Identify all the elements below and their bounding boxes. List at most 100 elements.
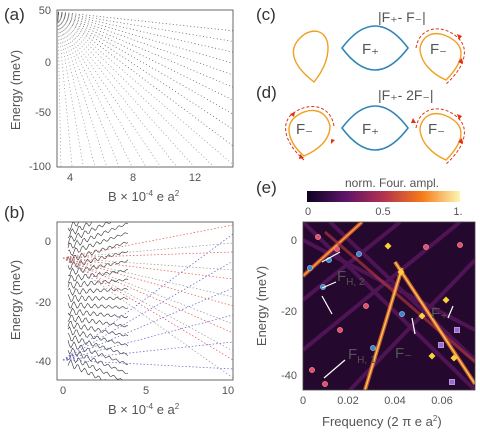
panel-d-orbit-fminus-right [419, 113, 462, 161]
panel-b-ylabel: Energy (meV) [8, 260, 23, 340]
panel-a-xtick: 8 [130, 172, 136, 184]
colorbar-tick: 0.5 [375, 206, 390, 218]
panel-a-level-line [57, 14, 233, 130]
panel-c-dashed-path [415, 28, 465, 85]
panel-b-level-line [67, 232, 129, 257]
panel-b-label: (b) [4, 203, 25, 222]
annot-arrow-fh2b [321, 281, 337, 289]
panel-a-level-line [57, 13, 233, 88]
panel-c-orbit-left [292, 30, 329, 83]
marker-purple-square [454, 327, 460, 333]
panel-a-label: (a) [4, 5, 25, 24]
marker-blue-circle [399, 311, 405, 317]
panel-a-ytick: -100 [29, 161, 51, 173]
panel-b-dotted-line [62, 257, 233, 361]
panel-d-dashed-left [285, 106, 335, 161]
marker-yellow-diamond [450, 354, 458, 362]
panel-b-dotted-line [62, 257, 233, 280]
panel-a-level-line [57, 15, 215, 167]
panel-b-xtick: 5 [143, 385, 149, 397]
annot-arrow-fh2 [321, 251, 341, 263]
panel-b-level-line [67, 222, 84, 232]
panel-d-dashed-right [415, 108, 465, 165]
marker-yellow-diamond [384, 242, 392, 250]
annot-fplus: F₊ [431, 305, 448, 322]
panel-c-title: |F₊- F₋| [378, 9, 426, 25]
colorbar-title: norm. Four. ampl. [345, 176, 439, 190]
panel-b-level-line [67, 222, 112, 245]
panel-b-level-line [67, 359, 107, 380]
marker-yellow-diamond [442, 296, 450, 304]
panel-a-level-line [57, 13, 233, 101]
marker-red-circle [363, 303, 369, 309]
panel-b-xlabel: B × 10-4 e a2 [108, 402, 180, 417]
panel-b-level-line [67, 269, 129, 284]
panel-a-level-line [57, 17, 84, 167]
panel-e-ytick: -20 [281, 306, 297, 318]
panel-a-xtick: 12 [189, 172, 201, 184]
annot-arrow-fh1a [321, 295, 333, 315]
panel-a-ytick: 0 [45, 57, 51, 69]
panel-d-label-fminus-left: F₋ [296, 121, 313, 138]
panel-e-xtick: 0.04 [384, 395, 405, 407]
panel-a-level-line [57, 11, 233, 32]
panel-d-label-fminus-right: F₋ [428, 121, 445, 138]
panel-e-xtick: 0.02 [337, 395, 358, 407]
marker-red-circle [423, 244, 429, 250]
panel-b-frame [56, 221, 234, 381]
marker-blue-circle [370, 345, 376, 351]
marker-blue-circle [356, 251, 362, 257]
panel-b-level-line [67, 307, 129, 319]
panel-a-level-line [57, 15, 178, 167]
panel-b-level-line [67, 287, 129, 296]
panel-a-level-line [57, 11, 233, 42]
panel-e-ytick: 0 [291, 235, 297, 247]
heatmap-markers [307, 234, 463, 387]
panel-a-xlabel: B × 10-4 e a2 [108, 189, 180, 204]
annot-arrow-fminus [411, 317, 416, 335]
annot-arrow-fplus [447, 305, 454, 319]
panel-a-level-line [57, 17, 96, 167]
heatmap-streaks [303, 222, 475, 390]
panel-b-ytick: -40 [35, 356, 51, 368]
panel-d-arrow-icon [299, 154, 304, 159]
panel-c-orbit-fplus [340, 25, 410, 71]
panel-b-dotted-line [62, 314, 233, 361]
marker-purple-square [438, 342, 444, 348]
panel-e-xlabel: Frequency (2 π e a2) [322, 414, 442, 429]
panel-b-level-line [67, 278, 129, 289]
panel-e-label: (e) [256, 178, 277, 197]
marker-red-circle [457, 242, 463, 248]
panel-a-level-line [57, 14, 233, 147]
panel-d-arrow-icon [331, 139, 335, 144]
panel-b-dotted-line [62, 257, 233, 325]
panel-a-level-line [57, 18, 73, 167]
panel-b-dotted-line [62, 257, 233, 307]
marker-yellow-diamond [418, 312, 426, 320]
marker-yellow-diamond [397, 268, 405, 276]
panel-a-level-line [57, 12, 233, 64]
panel-b-dotted-line [62, 242, 233, 259]
colorbar-tick: 0 [305, 206, 311, 218]
panel-a-landau-levels [57, 11, 233, 167]
panel-b-level-line [67, 326, 129, 347]
panel-b-level-line [67, 222, 97, 239]
panel-b-xtick: 0 [60, 385, 66, 397]
panel-b-ytick: 0 [45, 236, 51, 248]
panel-e-ytick: -40 [281, 370, 297, 382]
panel-d-label-fplus: F₊ [362, 121, 379, 138]
panel-b-dotted-line [62, 233, 233, 361]
panel-c-arrow-icon [457, 34, 462, 40]
panel-b-dotted-line [62, 257, 233, 271]
panel-c-label-fplus: F₊ [362, 41, 379, 58]
marker-red-circle [337, 327, 343, 333]
panel-a-ytick: -50 [35, 107, 51, 119]
marker-red-circle [315, 234, 321, 240]
panel-e-ylabel: Energy (meV) [254, 266, 269, 346]
annot-fh1: FH, 1 [348, 346, 376, 366]
panel-c-arrow-icon [458, 58, 463, 64]
panel-b-level-line [67, 320, 129, 337]
panel-b-level-line [67, 222, 129, 249]
panel-a-ylabel: Energy (meV) [8, 50, 23, 130]
